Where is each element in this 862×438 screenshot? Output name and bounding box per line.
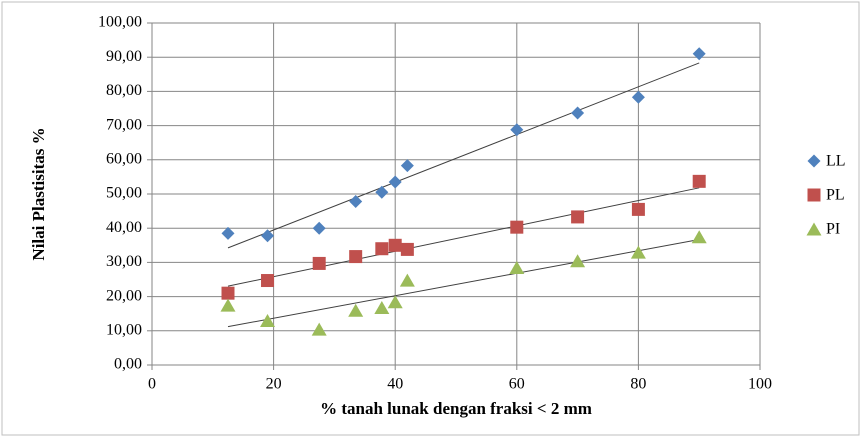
legend-marker xyxy=(807,188,821,202)
x-tick-label: 20 xyxy=(266,376,282,393)
point xyxy=(348,303,364,317)
point xyxy=(220,298,236,312)
point xyxy=(691,230,707,244)
point xyxy=(571,210,585,224)
y-tick-label: 40,00 xyxy=(106,219,142,236)
point xyxy=(510,220,524,234)
y-axis-label: Nilai Plastisitas % xyxy=(29,127,48,260)
legend-label: PL xyxy=(826,187,845,204)
y-tick-label: 70,00 xyxy=(106,116,142,133)
y-tick-label: 0,00 xyxy=(114,356,142,373)
point xyxy=(630,245,646,259)
point xyxy=(388,175,402,189)
point xyxy=(692,174,706,188)
point xyxy=(692,47,706,61)
point xyxy=(571,106,585,120)
y-tick-label: 80,00 xyxy=(106,82,142,99)
point xyxy=(387,295,403,309)
point xyxy=(221,286,235,300)
trendline xyxy=(227,238,700,328)
x-tick-label: 80 xyxy=(630,376,646,393)
trendline xyxy=(227,62,700,249)
point xyxy=(400,159,414,173)
point xyxy=(400,242,414,256)
point xyxy=(349,195,363,209)
point xyxy=(631,202,645,216)
legend-marker xyxy=(807,154,821,168)
point xyxy=(261,229,275,243)
x-tick-label: 0 xyxy=(148,376,156,393)
point xyxy=(375,242,389,256)
y-tick-label: 100,00 xyxy=(98,14,142,31)
x-tick-label: 60 xyxy=(509,376,525,393)
point xyxy=(349,250,363,264)
y-tick-label: 10,00 xyxy=(106,321,142,338)
point xyxy=(261,274,275,288)
point xyxy=(509,261,525,275)
point xyxy=(388,238,402,252)
point xyxy=(399,273,415,287)
point xyxy=(570,254,586,268)
legend-label: PI xyxy=(826,221,840,238)
point xyxy=(311,322,327,336)
y-tick-label: 20,00 xyxy=(106,287,142,304)
x-tick-label: 40 xyxy=(387,376,403,393)
point xyxy=(510,123,524,137)
point xyxy=(631,90,645,104)
y-tick-label: 90,00 xyxy=(106,48,142,65)
y-tick-label: 60,00 xyxy=(106,150,142,167)
point xyxy=(312,221,326,235)
point xyxy=(221,226,235,240)
y-tick-label: 50,00 xyxy=(106,185,142,202)
y-tick-label: 30,00 xyxy=(106,253,142,270)
x-axis-label: % tanah lunak dengan fraksi < 2 mm xyxy=(320,399,592,418)
point xyxy=(375,185,389,199)
x-tick-label: 100 xyxy=(748,376,772,393)
trendline xyxy=(227,187,700,287)
point xyxy=(374,301,390,315)
legend-marker xyxy=(806,222,822,236)
point xyxy=(312,256,326,270)
legend-label: LL xyxy=(826,153,846,170)
point xyxy=(260,314,276,328)
